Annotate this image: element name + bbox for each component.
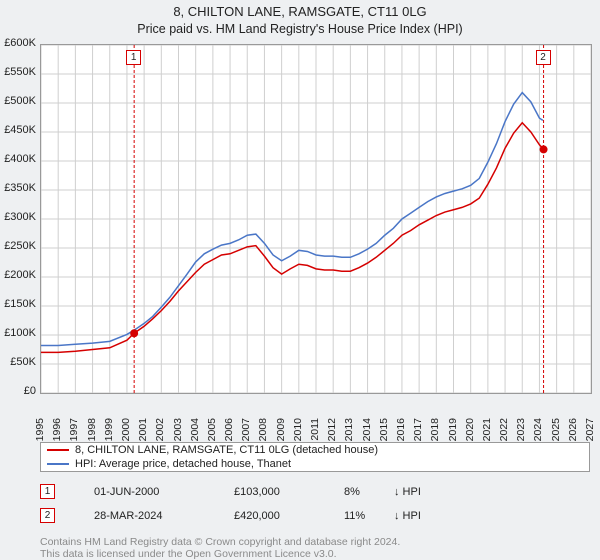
y-tick-label: £450K — [0, 124, 36, 136]
plot-svg — [41, 45, 591, 393]
legend-label: HPI: Average price, detached house, Than… — [75, 458, 291, 470]
chart-area: 8, CHILTON LANE, RAMSGATE, CT11 0LG Pric… — [0, 0, 600, 440]
sale-marker-1: 1 — [126, 50, 141, 65]
y-tick-label: £350K — [0, 182, 36, 194]
y-tick-label: £250K — [0, 240, 36, 252]
sale-date: 01-JUN-2000 — [94, 486, 234, 498]
sale-date: 28-MAR-2024 — [94, 510, 234, 522]
chart-title: 8, CHILTON LANE, RAMSGATE, CT11 0LG — [0, 4, 600, 19]
y-tick-label: £0 — [0, 385, 36, 397]
y-tick-label: £150K — [0, 298, 36, 310]
legend-item: HPI: Average price, detached house, Than… — [41, 457, 589, 471]
y-tick-label: £300K — [0, 211, 36, 223]
y-tick-label: £550K — [0, 66, 36, 78]
sale-row: 1 01-JUN-2000£103,0008%↓ HPI — [40, 484, 590, 499]
sale-row: 2 28-MAR-2024£420,00011%↓ HPI — [40, 508, 590, 523]
credits-line2: This data is licensed under the Open Gov… — [40, 548, 590, 560]
plot-area — [40, 44, 592, 394]
sale-note: ↓ HPI — [394, 486, 444, 498]
chart-subtitle: Price paid vs. HM Land Registry's House … — [0, 22, 600, 36]
chart-container: 8, CHILTON LANE, RAMSGATE, CT11 0LG Pric… — [0, 0, 600, 560]
legend-item: 8, CHILTON LANE, RAMSGATE, CT11 0LG (det… — [41, 443, 589, 457]
sale-pct: 8% — [344, 486, 394, 498]
sale-marker-box: 2 — [40, 508, 55, 523]
y-tick-label: £200K — [0, 269, 36, 281]
legend: 8, CHILTON LANE, RAMSGATE, CT11 0LG (det… — [40, 442, 590, 472]
credits-line1: Contains HM Land Registry data © Crown c… — [40, 536, 590, 548]
sale-note: ↓ HPI — [394, 510, 444, 522]
y-tick-label: £50K — [0, 356, 36, 368]
sale-marker-box: 1 — [40, 484, 55, 499]
legend-swatch — [47, 449, 69, 451]
sale-price: £103,000 — [234, 486, 344, 498]
sale-price: £420,000 — [234, 510, 344, 522]
sale-marker-2: 2 — [536, 50, 551, 65]
y-tick-label: £600K — [0, 37, 36, 49]
legend-swatch — [47, 463, 69, 465]
legend-label: 8, CHILTON LANE, RAMSGATE, CT11 0LG (det… — [75, 444, 378, 456]
sale-pct: 11% — [344, 510, 394, 522]
credits: Contains HM Land Registry data © Crown c… — [40, 536, 590, 560]
y-tick-label: £400K — [0, 153, 36, 165]
y-tick-label: £100K — [0, 327, 36, 339]
y-tick-label: £500K — [0, 95, 36, 107]
